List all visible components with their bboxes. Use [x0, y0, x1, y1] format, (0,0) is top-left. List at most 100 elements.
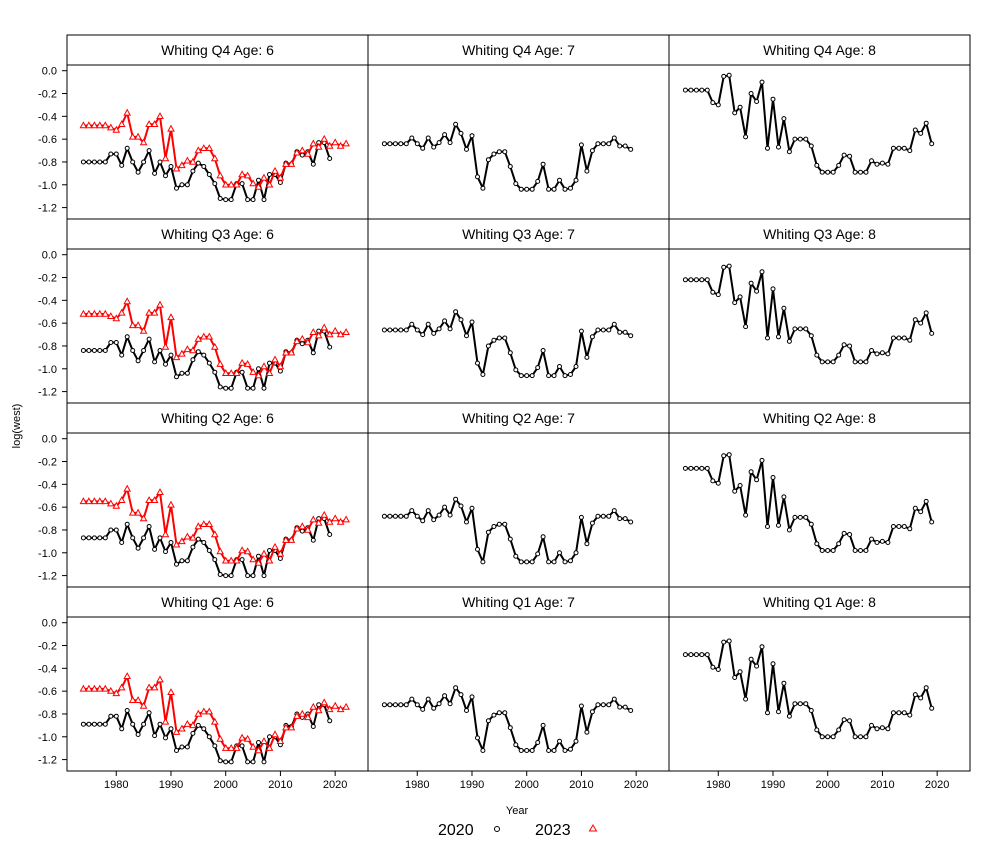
series-2020-point — [622, 329, 628, 335]
series-2020-point — [119, 540, 125, 545]
series-2020-point — [529, 373, 535, 379]
series-2020-point — [836, 727, 842, 733]
series-2020-point — [392, 702, 398, 708]
series-2023-point — [95, 309, 104, 317]
series-2020-point — [310, 724, 316, 729]
series-2020-point — [847, 718, 853, 724]
series-2023-point — [336, 705, 345, 713]
series-2020-point — [759, 269, 765, 275]
series-2020-point — [447, 326, 453, 332]
panel-title: Whiting Q3 Age: 6 — [161, 226, 274, 242]
series-2020-point — [195, 349, 201, 355]
series-2023-point — [145, 308, 153, 316]
series-2020-point — [929, 330, 935, 336]
series-2020-point — [748, 280, 754, 286]
x-tick-label: 2020 — [925, 779, 949, 791]
series-2020-point — [540, 348, 546, 353]
series-2020-point — [195, 160, 201, 166]
series-2020-point — [825, 169, 831, 175]
series-2020-point — [847, 153, 853, 159]
series-2023-point — [227, 180, 236, 188]
series-2020-point — [174, 185, 179, 191]
series-2020-point — [442, 132, 448, 138]
series-2023-point — [123, 484, 132, 492]
series-2020-point — [710, 664, 716, 670]
series-2020-point — [923, 685, 929, 691]
x-tick-label: 2000 — [514, 779, 538, 791]
series-2020-point — [130, 348, 136, 353]
series-2020-point — [190, 168, 196, 174]
series-2020-point — [622, 143, 628, 149]
series-2020-point — [91, 721, 97, 727]
series-2020-point — [464, 519, 469, 525]
series-2020-point — [836, 162, 842, 168]
series-2020-point — [507, 350, 513, 356]
series-2020-point — [715, 480, 721, 486]
series-2020-point — [896, 145, 902, 151]
series-2020-point — [901, 145, 907, 151]
series-2023-point — [342, 515, 350, 523]
series-2020-point — [611, 135, 617, 141]
series-2023-point — [90, 684, 99, 692]
series-2020-point — [228, 385, 234, 391]
series-2020-point — [628, 333, 634, 339]
series-2020-point — [141, 721, 147, 727]
series-2023-point — [249, 742, 257, 750]
series-2020-point — [682, 465, 688, 471]
series-2020-point — [568, 372, 573, 377]
series-2020-point — [759, 79, 765, 85]
series-2020-point — [606, 513, 612, 519]
series-2020-point — [562, 373, 568, 379]
series-2023-point — [221, 180, 230, 188]
series-2020-point — [765, 335, 770, 341]
panel-frame — [668, 432, 971, 588]
series-2020-point — [628, 519, 634, 525]
series-2020-point — [513, 553, 519, 559]
series-2023-point — [85, 121, 93, 129]
series-2020-point — [436, 326, 442, 332]
series-2020-point — [879, 350, 885, 356]
series-2023-point — [232, 180, 241, 188]
series-2020-point — [589, 334, 595, 340]
series-2020-point — [912, 692, 918, 698]
series-2023-point — [205, 520, 214, 527]
series-2023-point — [325, 330, 334, 338]
panel: Whiting Q3 Age: 8 — [668, 218, 971, 404]
series-2020-point — [310, 537, 316, 543]
series-2020-point — [113, 527, 119, 533]
series-2023-point — [79, 309, 88, 317]
series-2023-point — [282, 159, 290, 167]
series-2020-point — [392, 513, 398, 519]
series-2020-point — [688, 87, 694, 93]
y-tick-label: -0.4 — [38, 111, 57, 123]
series-2020-point — [239, 181, 245, 187]
series-2023-point — [156, 675, 164, 683]
series-2020-point — [190, 730, 196, 736]
series-2020-point — [808, 708, 814, 713]
series-2020-point — [912, 505, 918, 511]
series-2020-point — [524, 373, 530, 379]
series-2020-point — [91, 535, 97, 541]
series-2020-point — [737, 294, 743, 300]
series-2020-point — [732, 300, 738, 306]
series-2023-point — [161, 342, 170, 350]
series-2020-point — [174, 561, 179, 567]
series-2020-point — [743, 512, 749, 518]
series-2020-point — [551, 559, 557, 565]
series-2023-point — [265, 743, 274, 751]
series-2020-point — [573, 177, 579, 183]
series-2023-point — [167, 500, 175, 508]
y-tick-label: -0.8 — [38, 157, 57, 169]
series-2023-point — [123, 297, 132, 305]
series-2023-point — [342, 702, 350, 710]
series-2020-point — [682, 87, 688, 93]
series-2023-point — [95, 684, 104, 692]
series-2020-point — [765, 145, 770, 151]
series-2020-point — [91, 348, 97, 353]
series-2020-point — [387, 141, 393, 147]
series-2020-point — [929, 141, 935, 147]
series-2020-point — [776, 144, 781, 150]
x-tick-label: 2010 — [870, 779, 894, 791]
series-2020-point — [529, 559, 535, 565]
series-2020-point — [327, 718, 333, 724]
